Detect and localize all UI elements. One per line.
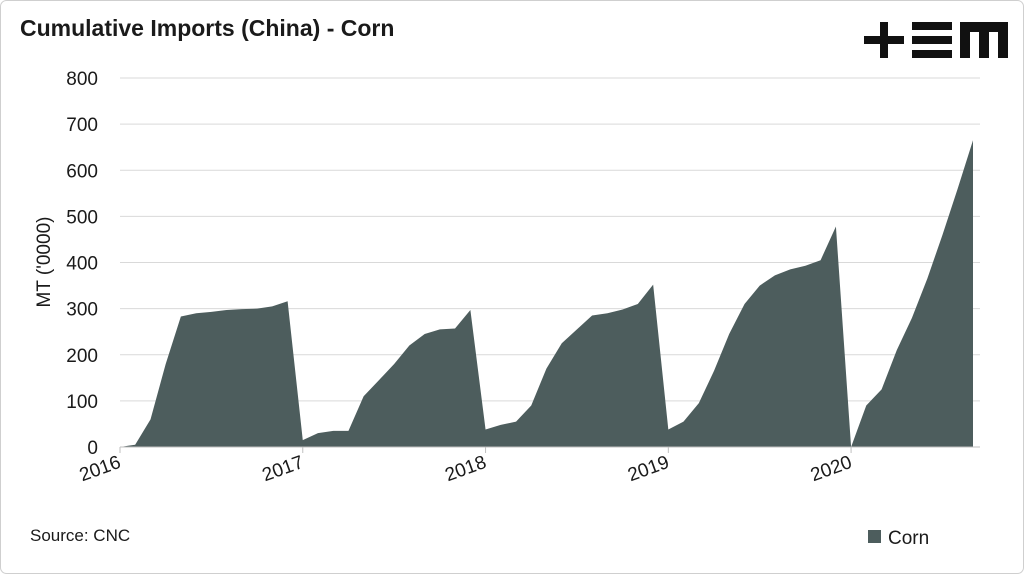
y-axis-label: MT ('0000) <box>34 217 55 308</box>
y-tick-label: 500 <box>66 207 98 228</box>
y-tick-label: 400 <box>66 254 98 275</box>
legend-label: Corn <box>888 528 929 549</box>
source-note: Source: CNC <box>30 526 130 545</box>
chart-title: Cumulative Imports (China) - Corn <box>20 15 394 41</box>
y-tick-label: 0 <box>87 438 98 459</box>
y-tick-label: 200 <box>66 346 98 367</box>
area <box>120 140 973 448</box>
logo <box>864 22 1008 58</box>
y-tick-label: 800 <box>66 69 98 90</box>
y-tick-label: 700 <box>66 115 98 136</box>
y-tick-label: 100 <box>66 392 98 413</box>
legend-swatch <box>868 530 881 543</box>
y-tick-label: 300 <box>66 300 98 321</box>
y-tick-label: 600 <box>66 161 98 182</box>
